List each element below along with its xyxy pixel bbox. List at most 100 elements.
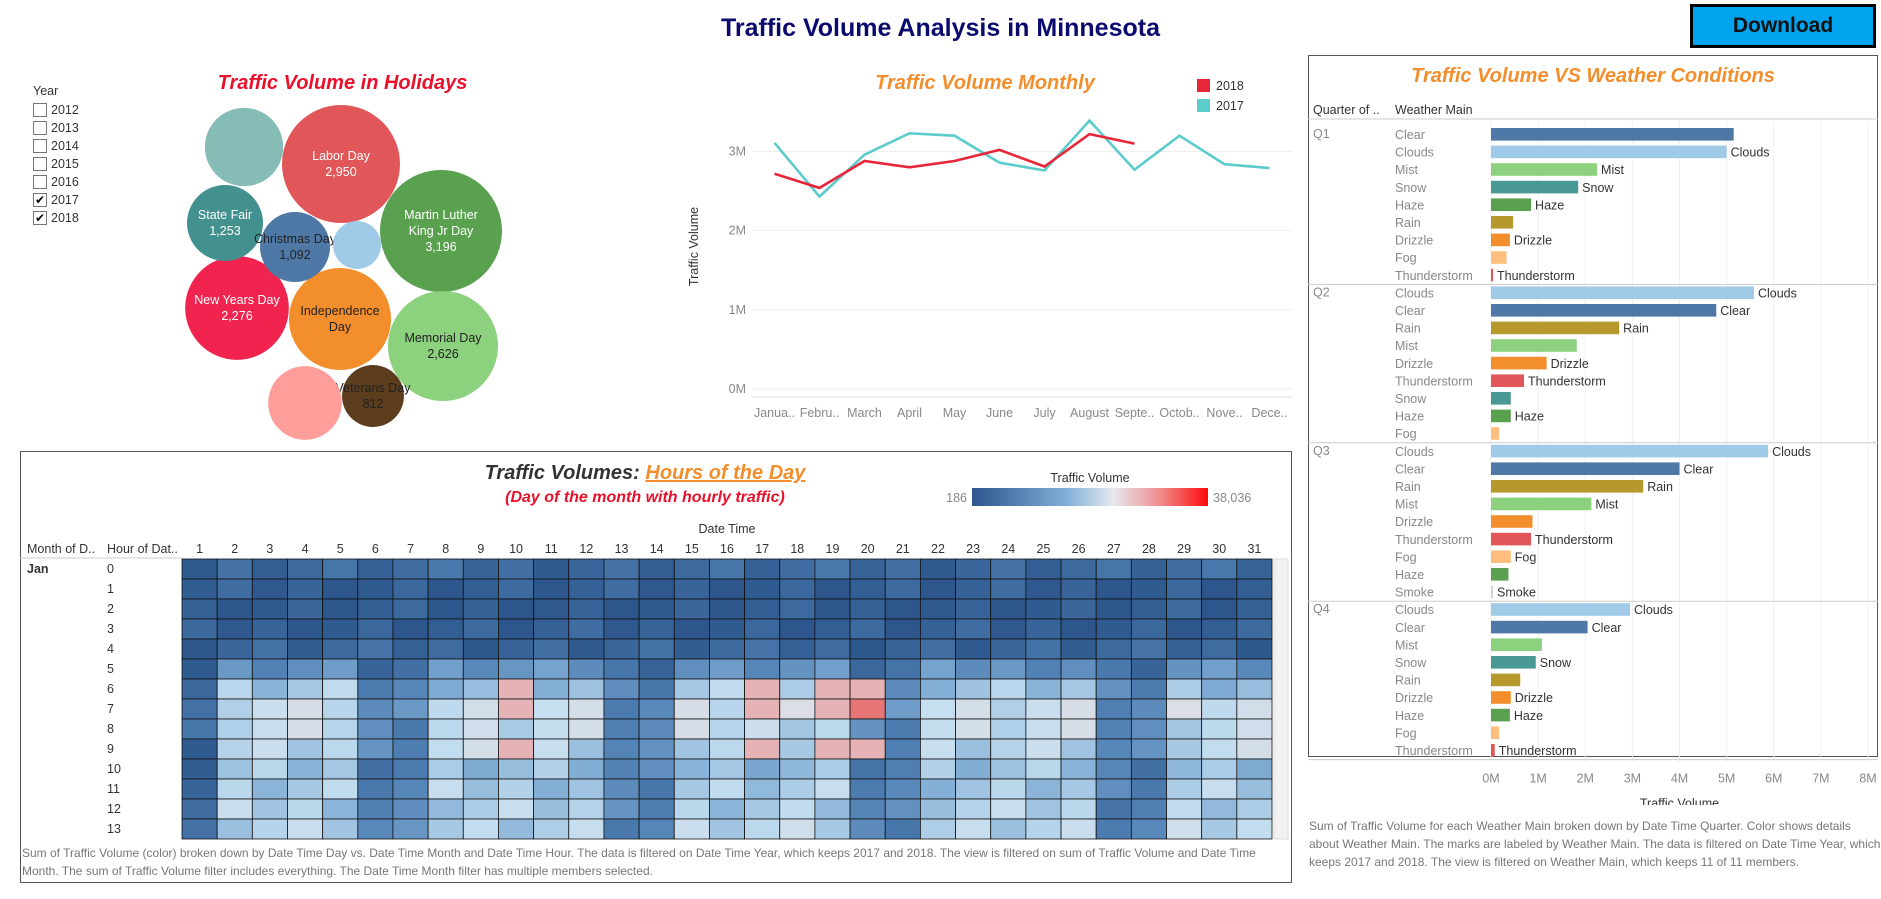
heatmap-cell[interactable] [814,738,851,760]
heatmap-cell[interactable] [568,558,605,580]
heatmap-cell[interactable] [216,798,253,820]
heatmap-cell[interactable] [568,658,605,680]
heatmap-cell[interactable] [1166,638,1203,660]
heatmap-cell[interactable] [1025,698,1062,720]
heatmap-cell[interactable] [814,778,851,800]
heatmap-cell[interactable] [1236,798,1273,820]
heatmap-cell[interactable] [181,638,218,660]
heatmap-cell[interactable] [322,698,359,720]
heatmap-cell[interactable] [1095,778,1132,800]
heatmap-cell[interactable] [1130,658,1167,680]
heatmap-cell[interactable] [779,698,816,720]
heatmap-cell[interactable] [216,678,253,700]
heatmap-cell[interactable] [814,578,851,600]
heatmap-cell[interactable] [1236,718,1273,740]
heatmap-cell[interactable] [1236,578,1273,600]
heatmap-cell[interactable] [427,778,464,800]
heatmap-cell[interactable] [216,618,253,640]
heatmap-cell[interactable] [884,718,921,740]
bubble-circle[interactable] [380,170,502,292]
heatmap-cell[interactable] [638,678,675,700]
heatmap-cell[interactable] [427,758,464,780]
heatmap-cell[interactable] [427,678,464,700]
heatmap-cell[interactable] [990,578,1027,600]
heatmap-cell[interactable] [1095,798,1132,820]
heatmap-cell[interactable] [392,698,429,720]
heatmap-cell[interactable] [392,758,429,780]
heatmap-cell[interactable] [568,618,605,640]
heatmap-cell[interactable] [1025,658,1062,680]
year-option-2015[interactable]: 2015 [33,155,79,173]
heatmap-cell[interactable] [884,658,921,680]
heatmap-cell[interactable] [427,698,464,720]
heatmap-cell[interactable] [919,598,956,620]
heatmap-cell[interactable] [779,798,816,820]
heatmap-cell[interactable] [1236,618,1273,640]
heatmap-cell[interactable] [1166,578,1203,600]
heatmap-cell[interactable] [392,618,429,640]
heatmap-cell[interactable] [287,618,324,640]
weather-bar[interactable] [1491,638,1542,651]
heatmap-cell[interactable] [1095,638,1132,660]
heatmap-cell[interactable] [603,678,640,700]
bubble-circle[interactable] [282,105,400,223]
heatmap-cell[interactable] [427,738,464,760]
weather-bar[interactable] [1491,339,1577,352]
heatmap-cell[interactable] [533,818,570,840]
heatmap-cell[interactable] [744,698,781,720]
heatmap-cell[interactable] [251,718,288,740]
heatmap-cell[interactable] [990,778,1027,800]
year-option-2016[interactable]: 2016 [33,173,79,191]
weather-bar[interactable] [1491,145,1727,159]
heatmap-cell[interactable] [1060,618,1097,640]
heatmap-cell[interactable] [1060,818,1097,840]
heatmap-cell[interactable] [1060,758,1097,780]
heatmap-cell[interactable] [779,658,816,680]
heatmap-cell[interactable] [884,638,921,660]
heatmap-cell[interactable] [673,658,710,680]
heatmap-cell[interactable] [498,678,535,700]
heatmap-cell[interactable] [638,618,675,640]
heatmap-cell[interactable] [638,598,675,620]
heatmap-cell[interactable] [709,738,745,760]
heatmap-cell[interactable] [287,818,324,840]
heatmap-cell[interactable] [919,578,956,600]
heatmap-cell[interactable] [533,618,570,640]
heatmap-cell[interactable] [533,578,570,600]
heatmap-cell[interactable] [638,558,675,580]
heatmap-cell[interactable] [357,798,394,820]
heatmap-cell[interactable] [955,698,992,720]
heatmap-cell[interactable] [498,738,535,760]
heatmap-cell[interactable] [498,818,535,840]
heatmap-cell[interactable] [990,638,1027,660]
heatmap-cell[interactable] [1166,618,1203,640]
heatmap-cell[interactable] [1025,738,1062,760]
heatmap-cell[interactable] [392,798,429,820]
heatmap-cell[interactable] [322,638,359,660]
heatmap-cell[interactable] [1236,658,1273,680]
heatmap-cell[interactable] [1025,678,1062,700]
heatmap-cell[interactable] [357,578,394,600]
heatmap-cell[interactable] [884,618,921,640]
holiday-bubble[interactable] [204,107,284,187]
series-line-2017[interactable] [773,118,1270,199]
heatmap-cell[interactable] [251,658,288,680]
heatmap-cell[interactable] [1201,798,1238,820]
heatmap-cell[interactable] [990,558,1027,580]
heatmap-cell[interactable] [181,718,218,740]
heatmap-cell[interactable] [287,738,324,760]
heatmap-cell[interactable] [462,798,499,820]
heatmap-cell[interactable] [392,718,429,740]
heatmap-cell[interactable] [779,758,816,780]
heatmap-cell[interactable] [357,618,394,640]
heatmap-cell[interactable] [603,778,640,800]
heatmap-cell[interactable] [498,598,535,620]
heatmap-cell[interactable] [603,718,640,740]
heatmap-cell[interactable] [779,578,816,600]
heatmap-cell[interactable] [990,598,1027,620]
heatmap-cell[interactable] [990,738,1027,760]
heatmap-cell[interactable] [814,638,851,660]
weather-bar[interactable] [1491,708,1510,722]
heatmap-cell[interactable] [1236,678,1273,700]
heatmap-cell[interactable] [779,738,816,760]
